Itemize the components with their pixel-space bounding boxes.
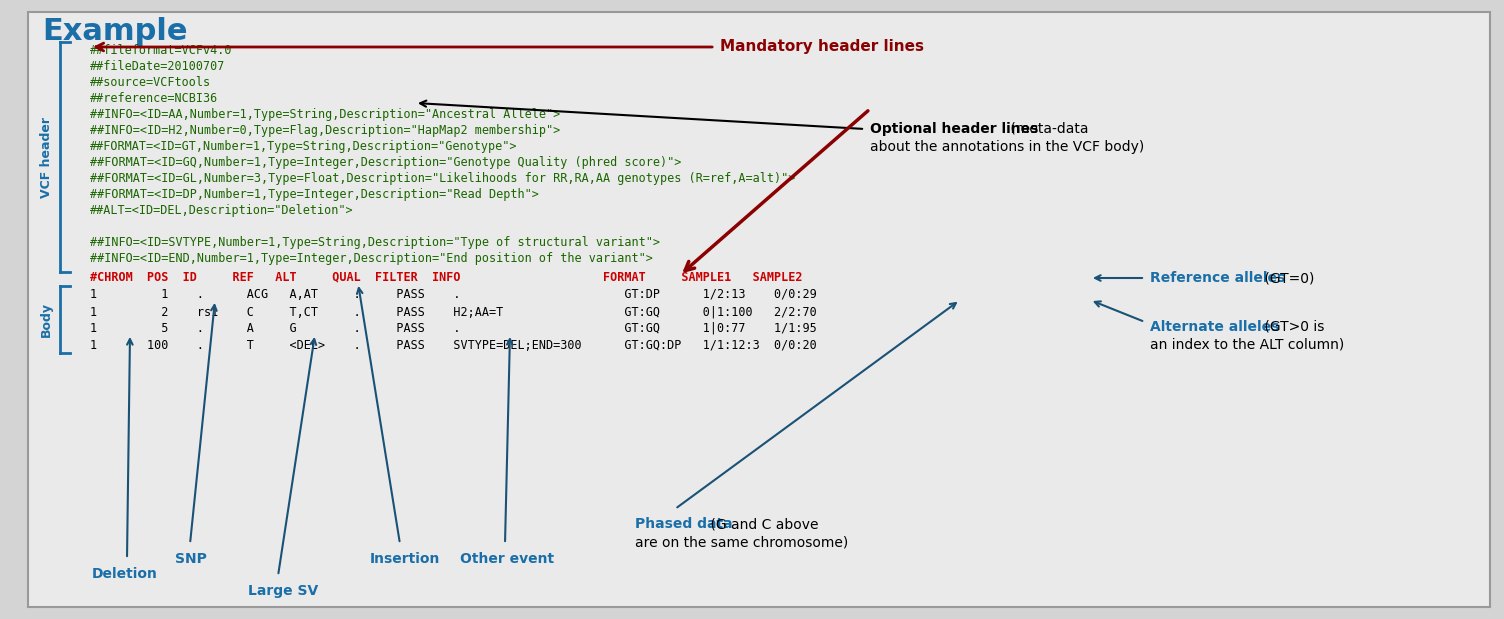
Text: (meta-data: (meta-data	[1006, 122, 1089, 136]
Text: ##INFO=<ID=SVTYPE,Number=1,Type=String,Description="Type of structural variant">: ##INFO=<ID=SVTYPE,Number=1,Type=String,D…	[90, 236, 660, 249]
Text: SNP: SNP	[174, 552, 208, 566]
Text: ##fileDate=20100707: ##fileDate=20100707	[90, 60, 226, 73]
Text: ##FORMAT=<ID=GQ,Number=1,Type=Integer,Description="Genotype Quality (phred score: ##FORMAT=<ID=GQ,Number=1,Type=Integer,De…	[90, 156, 681, 169]
Text: (GT=0): (GT=0)	[1260, 271, 1314, 285]
Text: 1         5    .      A     G        .     PASS    .                       GT:GQ: 1 5 . A G . PASS . GT:GQ	[90, 322, 817, 335]
Text: Phased data: Phased data	[635, 517, 732, 531]
Text: ##reference=NCBI36: ##reference=NCBI36	[90, 92, 218, 105]
Text: are on the same chromosome): are on the same chromosome)	[635, 535, 848, 549]
Text: ##fileformat=VCFv4.0: ##fileformat=VCFv4.0	[90, 44, 233, 57]
Text: Example: Example	[42, 17, 188, 46]
Text: Other event: Other event	[460, 552, 553, 566]
Text: ##INFO=<ID=AA,Number=1,Type=String,Description="Ancestral Allele">: ##INFO=<ID=AA,Number=1,Type=String,Descr…	[90, 108, 561, 121]
Text: ##ALT=<ID=DEL,Description="Deletion">: ##ALT=<ID=DEL,Description="Deletion">	[90, 204, 353, 217]
Text: ##source=VCFtools: ##source=VCFtools	[90, 76, 211, 89]
Text: Large SV: Large SV	[248, 584, 319, 598]
FancyBboxPatch shape	[29, 12, 1490, 607]
Text: Reference alleles: Reference alleles	[1151, 271, 1286, 285]
Text: VCF header: VCF header	[39, 116, 53, 197]
Text: Mandatory header lines: Mandatory header lines	[720, 40, 923, 54]
Text: (G and C above: (G and C above	[707, 517, 820, 531]
Text: an index to the ALT column): an index to the ALT column)	[1151, 338, 1345, 352]
Text: Insertion: Insertion	[370, 552, 441, 566]
Text: 1         2    rs1    C     T,CT     .     PASS    H2;AA=T                 GT:GQ: 1 2 rs1 C T,CT . PASS H2;AA=T GT:GQ	[90, 305, 817, 318]
Text: ##INFO=<ID=END,Number=1,Type=Integer,Description="End position of the variant">: ##INFO=<ID=END,Number=1,Type=Integer,Des…	[90, 252, 653, 265]
Text: about the annotations in the VCF body): about the annotations in the VCF body)	[869, 140, 1145, 154]
Text: Optional header lines: Optional header lines	[869, 122, 1038, 136]
Text: ##INFO=<ID=H2,Number=0,Type=Flag,Description="HapMap2 membership">: ##INFO=<ID=H2,Number=0,Type=Flag,Descrip…	[90, 124, 561, 137]
Text: #CHROM  POS  ID     REF   ALT     QUAL  FILTER  INFO                    FORMAT  : #CHROM POS ID REF ALT QUAL FILTER INFO F…	[90, 270, 803, 283]
Text: (GT>0 is: (GT>0 is	[1260, 320, 1325, 334]
Text: ##FORMAT=<ID=DP,Number=1,Type=Integer,Description="Read Depth">: ##FORMAT=<ID=DP,Number=1,Type=Integer,De…	[90, 188, 538, 201]
Text: Body: Body	[39, 302, 53, 337]
Text: ##FORMAT=<ID=GL,Number=3,Type=Float,Description="Likelihoods for RR,RA,AA genoty: ##FORMAT=<ID=GL,Number=3,Type=Float,Desc…	[90, 172, 796, 185]
Text: Deletion: Deletion	[92, 567, 158, 581]
Text: 1       100    .      T     <DEL>    .     PASS    SVTYPE=DEL;END=300      GT:GQ: 1 100 . T <DEL> . PASS SVTYPE=DEL;END=30…	[90, 339, 817, 352]
Text: ##FORMAT=<ID=GT,Number=1,Type=String,Description="Genotype">: ##FORMAT=<ID=GT,Number=1,Type=String,Des…	[90, 140, 517, 153]
Text: Alternate alleles: Alternate alleles	[1151, 320, 1280, 334]
Text: 1         1    .      ACG   A,AT     .     PASS    .                       GT:DP: 1 1 . ACG A,AT . PASS . GT:DP	[90, 288, 817, 301]
